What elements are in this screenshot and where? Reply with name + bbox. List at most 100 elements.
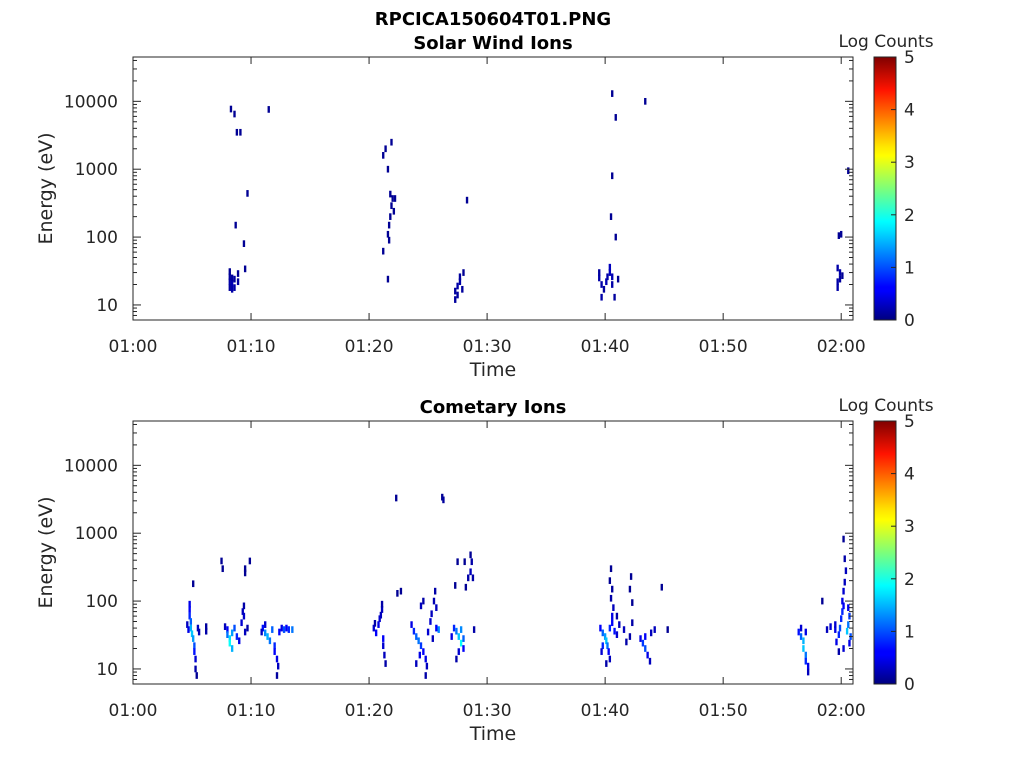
heatmap-cell	[607, 648, 610, 655]
heatmap-cell	[273, 648, 276, 655]
x-tick-label: 01:20	[345, 337, 394, 357]
heatmap-cell	[187, 626, 190, 633]
heatmap-cell	[197, 628, 201, 636]
heatmap-cell	[615, 631, 619, 638]
heatmap-cell	[660, 583, 663, 591]
y-tick-label: 1000	[75, 160, 118, 180]
heatmap-cell	[644, 645, 647, 652]
heatmap-cell	[419, 602, 423, 610]
colorbar	[873, 420, 897, 685]
heatmap-cell	[469, 551, 472, 559]
heatmap-cell	[278, 628, 281, 636]
heatmap-cell	[612, 604, 615, 611]
heatmap-cell	[836, 284, 839, 291]
heatmap-cell	[266, 633, 269, 640]
heatmap-cell	[373, 619, 377, 627]
y-tick-label: 100	[86, 228, 118, 248]
heatmap-cell	[226, 631, 229, 638]
heatmap-cell	[847, 604, 850, 611]
heatmap-cell	[848, 639, 851, 647]
heatmap-cell	[287, 626, 290, 633]
heatmap-cell	[267, 106, 270, 113]
heatmap-cell	[843, 578, 846, 586]
heatmap-cell	[192, 635, 195, 642]
heatmap-cell	[242, 602, 246, 610]
heatmap-cell	[220, 557, 223, 565]
heatmap-cell	[821, 597, 824, 605]
heatmap-cell	[457, 648, 460, 655]
heatmap-cell	[470, 558, 473, 566]
heatmap-cell	[380, 606, 384, 613]
heatmap-cell	[228, 639, 231, 647]
heatmap-cell	[841, 597, 844, 605]
heatmap-cell	[825, 626, 829, 633]
heatmap-cell	[234, 221, 237, 229]
heatmap-cell	[390, 202, 393, 210]
heatmap-cell	[455, 627, 458, 635]
colorbar-tick-label: 0	[904, 311, 915, 331]
heatmap-cell	[246, 624, 249, 632]
heatmap-cell	[188, 606, 191, 613]
heatmap-cell	[611, 585, 614, 593]
heatmap-cells	[186, 493, 852, 679]
heatmap-cell	[842, 587, 845, 595]
heatmap-cell	[602, 285, 606, 293]
heatmap-cell	[230, 645, 234, 652]
heatmap-cell	[233, 284, 236, 291]
heatmap-cell	[639, 635, 642, 642]
heatmap-cell	[465, 196, 469, 204]
heatmap-cell	[844, 567, 848, 575]
heatmap-cell	[205, 623, 208, 630]
heatmap-cell	[616, 275, 620, 283]
heatmap-cell	[384, 660, 387, 667]
y-tick-label: 100	[86, 592, 118, 612]
heatmap-cell	[240, 619, 243, 627]
heatmap-cell	[236, 270, 240, 277]
y-axis-label: Energy (eV)	[35, 132, 57, 244]
heatmap-cell	[387, 236, 391, 244]
x-tick-label: 01:00	[109, 337, 158, 357]
heatmap-cell	[608, 269, 612, 276]
heatmap-cell	[384, 145, 387, 153]
y-tick-label: 10000	[64, 456, 118, 476]
x-tick-label: 02:00	[817, 701, 866, 721]
heatmap-cell	[435, 624, 438, 632]
heatmap-cell	[802, 637, 805, 645]
heatmap-cell	[605, 278, 608, 286]
solar-wind-panel: Solar Wind Ions 01:00 01:10 01:20 01:30 01:40…	[35, 32, 934, 381]
heatmap-cell	[387, 221, 391, 229]
heatmap-cell	[829, 623, 832, 630]
heatmap-cell	[455, 655, 458, 663]
heatmap-cell	[456, 558, 459, 566]
heatmap-cell	[842, 602, 845, 610]
heatmap-cell	[383, 651, 386, 659]
heatmap-cell	[471, 574, 475, 582]
heatmap-cell	[628, 633, 632, 640]
heatmap-cell	[450, 633, 453, 640]
heatmap-cell	[268, 637, 272, 645]
heatmap-cell	[243, 628, 247, 636]
heatmap-cell	[806, 662, 810, 670]
heatmap-cell	[242, 612, 246, 620]
heatmap-cell	[605, 660, 608, 667]
x-tick-label: 01:30	[463, 701, 512, 721]
heatmap-cell	[442, 496, 445, 504]
heatmap-cell	[275, 672, 279, 679]
heatmap-cell	[600, 648, 603, 655]
heatmap-cell	[192, 580, 195, 588]
heatmap-cell	[458, 278, 462, 286]
heatmap-cell	[631, 619, 634, 627]
heatmap-cell	[246, 190, 249, 197]
heatmap-cell	[433, 587, 437, 595]
heatmap-cell	[186, 621, 189, 628]
heatmap-cell	[280, 624, 283, 632]
heatmap-cell	[649, 629, 653, 637]
heatmap-cell	[271, 626, 274, 633]
heatmap-cell	[613, 293, 616, 301]
colorbar-tick-label: 4	[904, 465, 915, 485]
heatmap-cell	[432, 597, 436, 605]
heatmap-cell	[611, 90, 614, 97]
heatmap-cell	[836, 278, 839, 286]
heatmap-cell	[799, 624, 803, 632]
